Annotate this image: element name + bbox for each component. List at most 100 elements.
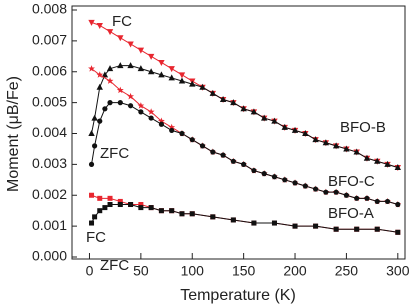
marker (292, 180, 298, 186)
marker (374, 157, 381, 164)
annotation: FC (86, 229, 106, 246)
marker (138, 202, 144, 208)
x-tick-label: 200 (283, 263, 307, 279)
marker (96, 83, 103, 90)
marker (88, 130, 95, 136)
marker (189, 80, 196, 87)
x-tick-label: 250 (335, 263, 359, 279)
marker (88, 19, 95, 26)
marker (353, 148, 360, 155)
marker (210, 149, 216, 155)
marker (251, 167, 257, 174)
marker (168, 66, 175, 73)
annotation: ZFC (100, 257, 129, 274)
marker (313, 223, 319, 229)
y-tick-label: 0.001 (32, 217, 67, 233)
marker (117, 100, 123, 106)
marker (97, 208, 103, 214)
marker (128, 202, 134, 208)
marker (107, 202, 113, 208)
marker (117, 35, 124, 42)
annotation: ZFC (100, 145, 129, 162)
marker (127, 103, 134, 109)
y-tick-label: 0.007 (32, 32, 67, 48)
plot-frame (71, 5, 406, 260)
marker (106, 77, 114, 84)
marker (106, 29, 114, 36)
marker (323, 189, 329, 195)
marker (168, 123, 176, 131)
marker (91, 114, 98, 121)
marker (271, 220, 277, 226)
marker (199, 83, 206, 90)
marker (127, 41, 134, 48)
marker (147, 68, 155, 75)
marker (101, 71, 109, 78)
x-tick-label: 50 (133, 263, 149, 279)
y-tick-label: 0.006 (32, 62, 67, 78)
y-tick-label: 0.005 (32, 93, 67, 109)
marker (102, 205, 108, 211)
marker (354, 195, 360, 201)
marker (88, 65, 95, 72)
marker (292, 223, 298, 229)
marker (261, 171, 267, 177)
marker (260, 114, 268, 121)
annotation: BFO-A (328, 205, 374, 222)
marker (137, 102, 145, 109)
marker (189, 137, 195, 143)
marker (96, 71, 104, 78)
marker (395, 201, 401, 208)
y-tick-label: 0.004 (32, 124, 67, 140)
marker (106, 65, 114, 72)
marker (271, 174, 278, 180)
marker (240, 105, 247, 112)
marker (158, 59, 165, 66)
marker (96, 22, 103, 29)
marker (117, 198, 123, 204)
y-tick-label: 0.002 (32, 186, 67, 202)
marker (147, 53, 155, 60)
annotation: FC (112, 13, 132, 30)
marker (117, 202, 123, 208)
marker (230, 217, 236, 223)
marker (179, 130, 185, 137)
marker (395, 229, 401, 235)
marker (89, 192, 95, 198)
marker (343, 145, 350, 152)
series-line (91, 21, 398, 168)
x-tick-label: 100 (181, 263, 205, 279)
marker (107, 195, 113, 201)
marker (251, 220, 257, 226)
marker (394, 163, 402, 170)
marker (88, 161, 95, 167)
marker (281, 123, 288, 130)
marker (364, 195, 370, 201)
marker (384, 198, 391, 205)
marker (209, 89, 217, 96)
marker (107, 100, 113, 106)
marker (333, 189, 339, 195)
marker (168, 74, 175, 81)
marker (138, 109, 144, 115)
marker (158, 121, 165, 127)
marker (89, 220, 95, 226)
marker (354, 226, 360, 232)
marker (102, 106, 108, 112)
x-tick-label: 0 (86, 263, 94, 279)
marker (282, 177, 288, 183)
marker (271, 117, 278, 124)
marker (302, 183, 308, 189)
marker (97, 195, 103, 201)
x-tick-label: 150 (232, 263, 256, 279)
marker (97, 118, 103, 124)
marker (189, 211, 195, 217)
marker (179, 211, 185, 217)
marker (250, 108, 258, 115)
marker (363, 154, 371, 161)
x-axis-title: Temperature (K) (180, 287, 296, 304)
marker (127, 62, 134, 69)
marker (178, 77, 186, 84)
marker (230, 99, 237, 106)
